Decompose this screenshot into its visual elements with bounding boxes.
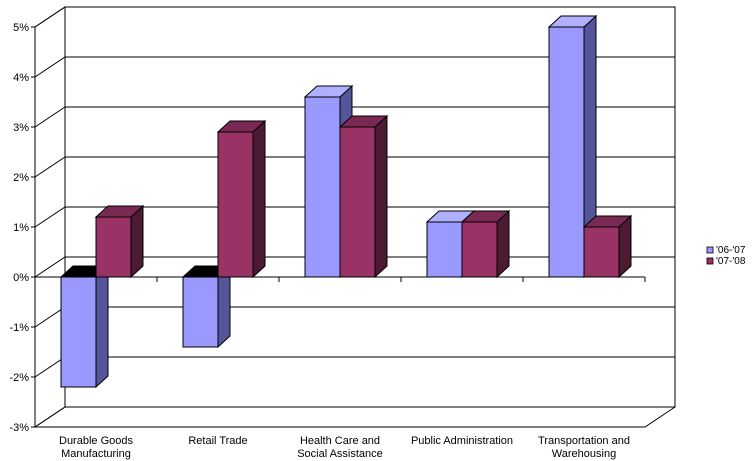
bar-s2-3: [460, 209, 511, 279]
category-label: Durable Goods: [59, 435, 133, 447]
bar-front: [304, 96, 341, 278]
bar-front: [548, 26, 585, 278]
bar-front: [461, 221, 498, 278]
y-tick-label: 5%: [13, 22, 29, 34]
bar-top: [338, 115, 389, 128]
category-label: Health Care and: [300, 435, 380, 447]
bar-s2-0: [94, 204, 145, 279]
legend-label: '07-'08: [716, 256, 746, 267]
bar-top: [460, 210, 511, 223]
y-tick-label: 2%: [13, 172, 29, 184]
y-tick-label: 4%: [13, 72, 29, 84]
bar-front: [182, 276, 219, 348]
bar-side: [130, 204, 144, 279]
bar-top: [547, 15, 598, 28]
y-tick-label: -2%: [9, 372, 29, 384]
y-tick-label: 0%: [13, 272, 29, 284]
bar-s2-4: [582, 214, 633, 279]
category-label: Warehousing: [552, 448, 616, 460]
bar-front: [95, 216, 132, 278]
bar-s2-1: [216, 119, 267, 279]
bar-top: [303, 85, 354, 98]
legend-swatch: [706, 246, 714, 254]
y-tick-label: 1%: [13, 222, 29, 234]
bar-s1-0: [59, 264, 110, 389]
gridline: [34, 56, 675, 78]
category-label: Manufacturing: [61, 448, 131, 460]
bars: [59, 14, 633, 389]
bar-front: [583, 226, 620, 278]
bar-side: [95, 264, 109, 389]
y-tick-label: -3%: [9, 422, 29, 434]
bar-top: [216, 120, 267, 133]
category-label: Social Assistance: [297, 448, 383, 460]
legend: '06-'07'07-'08: [705, 244, 753, 274]
gridline: [34, 406, 675, 428]
legend-swatch: [706, 257, 714, 265]
bar-top: [582, 215, 633, 228]
bar-front: [60, 276, 97, 388]
bar-s1-4: [547, 14, 598, 279]
category-label: Retail Trade: [188, 435, 247, 447]
bar-side: [217, 264, 231, 349]
bar-s1-1: [181, 264, 232, 349]
bar-front: [339, 126, 376, 278]
bar-side: [252, 119, 266, 279]
bar-s2-2: [338, 114, 389, 279]
category-label: Public Administration: [411, 435, 513, 447]
gridline: [34, 156, 675, 178]
y-tick-label: 3%: [13, 122, 29, 134]
bar-front: [426, 221, 463, 278]
floor-edge: [35, 406, 676, 428]
bar-front: [217, 131, 254, 278]
category-label: Transportation and: [538, 435, 630, 447]
y-axis-ticks: -3% -2% -1% 0% 1% 2% 3% 4% 5%: [9, 22, 36, 434]
legend-label: '06-'07: [716, 245, 746, 256]
gridline: [34, 106, 675, 128]
gridline: [34, 6, 675, 28]
gridline: [34, 206, 675, 228]
bar-side: [374, 114, 388, 279]
y-tick-label: -1%: [9, 322, 29, 334]
bar-top: [94, 205, 145, 218]
